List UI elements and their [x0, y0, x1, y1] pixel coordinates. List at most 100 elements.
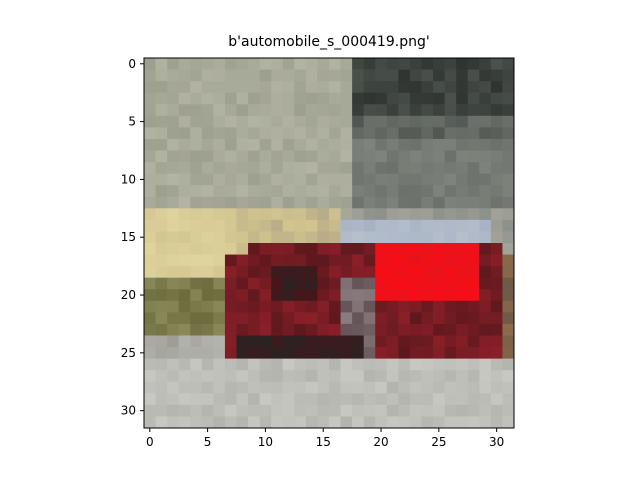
image-pixel: [178, 92, 191, 105]
image-pixel: [352, 416, 365, 429]
image-pixel: [317, 289, 330, 302]
image-pixel: [271, 138, 284, 151]
image-pixel: [386, 104, 399, 117]
image-pixel: [190, 208, 203, 221]
image-pixel: [490, 58, 503, 70]
image-pixel: [329, 404, 341, 417]
image-pixel: [398, 138, 411, 151]
image-pixel: [398, 127, 411, 140]
image-pixel: [294, 127, 307, 140]
image-pixel: [421, 370, 434, 383]
image-pixel: [352, 92, 365, 105]
image-pixel: [363, 150, 376, 163]
image-pixel: [294, 312, 307, 325]
image-pixel: [329, 138, 341, 151]
image-pixel: [201, 277, 214, 290]
image-pixel: [363, 162, 376, 175]
image-pixel: [444, 312, 457, 325]
image-pixel: [456, 115, 469, 128]
image-pixel: [282, 300, 295, 313]
image-pixel: [201, 127, 214, 140]
image-pixel: [201, 173, 214, 186]
image-pixel: [190, 254, 203, 267]
image-pixel: [178, 162, 191, 175]
image-pixel: [340, 69, 353, 82]
image-pixel: [375, 150, 388, 163]
image-pixel: [467, 335, 480, 348]
image-pixel: [178, 347, 191, 360]
image-pixel: [271, 208, 284, 221]
image-pixel: [386, 69, 399, 82]
image-pixel: [329, 358, 341, 371]
image-pixel: [224, 231, 237, 244]
image-pixel: [282, 81, 295, 94]
image-pixel: [433, 358, 446, 371]
image-pixel: [398, 92, 411, 105]
image-pixel: [271, 404, 284, 417]
image-pixel: [409, 416, 422, 429]
image-pixel: [352, 127, 365, 140]
image-pixel: [502, 173, 515, 186]
image-pixel: [271, 312, 284, 325]
image-pixel: [144, 208, 156, 221]
image-pixel: [352, 162, 365, 175]
y-tick-label: 25: [121, 346, 136, 360]
image-pixel: [398, 347, 411, 360]
image-pixel: [456, 254, 469, 267]
image-pixel: [479, 185, 492, 198]
image-pixel: [317, 162, 330, 175]
image-pixel: [363, 81, 376, 94]
image-pixel: [248, 243, 261, 255]
image-pixel: [305, 196, 318, 209]
image-pixel: [433, 277, 446, 290]
image-pixel: [433, 393, 446, 406]
image-pixel: [456, 138, 469, 151]
image-pixel: [398, 243, 411, 255]
image-pixel: [467, 92, 480, 105]
image-pixel: [317, 243, 330, 255]
image-pixel: [456, 312, 469, 325]
image-pixel: [224, 404, 237, 417]
image-pixel: [490, 81, 503, 94]
image-pixel: [352, 58, 365, 70]
image-pixel: [352, 254, 365, 267]
image-pixel: [490, 196, 503, 209]
image-pixel: [363, 173, 376, 186]
image-pixel: [444, 138, 457, 151]
image-pixel: [433, 300, 446, 313]
image-pixel: [155, 58, 168, 70]
image-pixel: [363, 416, 376, 429]
image-pixel: [375, 416, 388, 429]
image-pixel: [421, 150, 434, 163]
image-pixel: [409, 196, 422, 209]
image-pixel: [248, 115, 261, 128]
image-pixel: [386, 185, 399, 198]
image-pixel: [167, 347, 180, 360]
image-pixel: [155, 393, 168, 406]
image-pixel: [363, 358, 376, 371]
image-pixel: [467, 185, 480, 198]
x-tick-label: 30: [489, 435, 504, 449]
image-pixel: [363, 138, 376, 151]
image-pixel: [213, 358, 226, 371]
image-pixel: [363, 266, 376, 279]
x-tick-label: 0: [146, 435, 154, 449]
image-pixel: [421, 208, 434, 221]
image-pixel: [317, 92, 330, 105]
image-pixel: [479, 138, 492, 151]
image-pixel: [144, 416, 156, 429]
image-pixel: [271, 104, 284, 117]
image-pixel: [502, 115, 515, 128]
image-pixel: [329, 289, 341, 302]
image-pixel: [421, 254, 434, 267]
image-pixel: [409, 289, 422, 302]
y-tick-label: 5: [128, 115, 136, 129]
image-pixel: [201, 196, 214, 209]
image-pixel: [329, 370, 341, 383]
image-pixel: [294, 323, 307, 336]
image-pixel: [144, 370, 156, 383]
image-pixel: [282, 58, 295, 70]
image-pixel: [363, 219, 376, 232]
image-pixel: [479, 127, 492, 140]
image-pixel: [236, 196, 249, 209]
